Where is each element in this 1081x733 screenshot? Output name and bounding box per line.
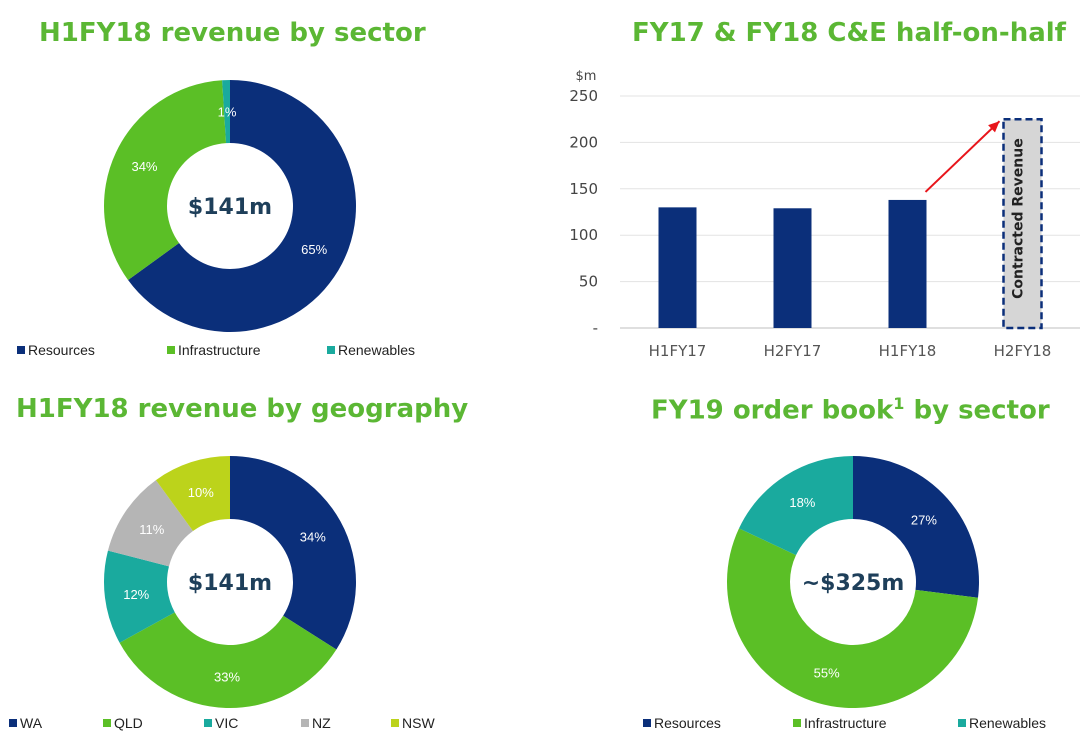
geography-legend-item-nz: NZ bbox=[301, 715, 331, 731]
geography-slice-label-vic: 12% bbox=[123, 587, 149, 602]
sector-slice-label-infrastructure: 34% bbox=[131, 159, 157, 174]
orderbook-legend-label-resources: Resources bbox=[654, 715, 721, 731]
geography-slice-vic bbox=[104, 550, 175, 643]
orderbook-center-label: ~$325m bbox=[802, 571, 905, 596]
halfonhalf-ytick-200: 200 bbox=[569, 133, 598, 151]
geography-slice-label-nsw: 10% bbox=[188, 485, 214, 500]
orderbook-legend-swatch-infrastructure bbox=[793, 719, 801, 727]
orderbook-title-suffix: by sector bbox=[904, 395, 1050, 426]
geography-donut-chart: 34% 33% 12% 11% 10% $141m bbox=[104, 456, 356, 708]
orderbook-title-main: FY19 order book bbox=[651, 395, 894, 426]
orderbook-donut-chart: 27% 55% 18% ~$325m bbox=[727, 456, 979, 708]
halfonhalf-y-unit-label: $m bbox=[576, 69, 597, 84]
orderbook-legend-item-renewables: Renewables bbox=[958, 715, 1046, 731]
geography-legend-label-wa: WA bbox=[20, 715, 43, 731]
sector-legend: Resources Infrastructure Renewables bbox=[17, 342, 437, 360]
geography-legend-swatch-nsw bbox=[391, 719, 399, 727]
halfonhalf-ytick-0: - bbox=[593, 319, 598, 337]
geography-slice-nsw bbox=[155, 456, 230, 532]
geography-center-label: $141m bbox=[188, 571, 272, 596]
geography-slice-label-wa: 34% bbox=[300, 529, 326, 544]
sector-center-label: $141m bbox=[188, 195, 272, 220]
geography-legend-item-qld: QLD bbox=[103, 715, 143, 731]
sector-donut-chart: 65% 34% 1% $141m bbox=[103, 80, 356, 332]
sector-legend-item-resources: Resources bbox=[17, 342, 95, 358]
sector-legend-item-infrastructure: Infrastructure bbox=[167, 342, 260, 358]
geography-chart-title: H1FY18 revenue by geography bbox=[16, 394, 469, 424]
halfonhalf-trend-arrow-head bbox=[988, 121, 1000, 133]
sector-legend-swatch-infrastructure bbox=[167, 346, 175, 354]
geography-legend-label-qld: QLD bbox=[114, 715, 143, 731]
sector-legend-item-renewables: Renewables bbox=[327, 342, 415, 358]
halfonhalf-bar-chart: - 50 100 150 200 250 $m Contracted Revenue H1FY1… bbox=[569, 69, 1080, 360]
orderbook-legend-label-renewables: Renewables bbox=[969, 715, 1047, 731]
halfonhalf-bar-h1fy17 bbox=[658, 207, 697, 328]
orderbook-legend-item-infrastructure: Infrastructure bbox=[793, 715, 886, 731]
halfonhalf-ytick-100: 100 bbox=[569, 226, 598, 244]
geography-slice-qld bbox=[119, 612, 337, 708]
geography-legend-item-vic: VIC bbox=[204, 715, 238, 731]
halfonhalf-ytick-250: 250 bbox=[569, 87, 598, 105]
orderbook-title-footnote: 1 bbox=[893, 394, 905, 413]
orderbook-legend-label-infrastructure: Infrastructure bbox=[804, 715, 887, 731]
orderbook-slice-resources bbox=[853, 456, 979, 598]
geography-legend-item-wa: WA bbox=[9, 715, 42, 731]
halfonhalf-bar-h2fy17 bbox=[773, 208, 812, 328]
halfonhalf-contracted-revenue-label: Contracted Revenue bbox=[1011, 138, 1027, 299]
sector-slice-resources bbox=[128, 80, 356, 332]
sector-legend-swatch-resources bbox=[17, 346, 25, 354]
sector-chart-title: H1FY18 revenue by sector bbox=[39, 18, 426, 48]
sector-slice-renewables bbox=[222, 80, 230, 144]
geography-legend-swatch-qld bbox=[103, 719, 111, 727]
halfonhalf-xtick-h1fy17: H1FY17 bbox=[649, 342, 707, 360]
geography-slice-label-qld: 33% bbox=[214, 669, 240, 684]
geography-legend: WA QLD VIC NZ NSW bbox=[9, 715, 449, 733]
sector-slice-label-renewables: 1% bbox=[218, 105, 237, 120]
geography-legend-label-nsw: NSW bbox=[402, 715, 435, 731]
orderbook-legend-swatch-renewables bbox=[958, 719, 966, 727]
geography-legend-item-nsw: NSW bbox=[391, 715, 435, 731]
geography-slice-nz bbox=[107, 480, 193, 567]
orderbook-legend-item-resources: Resources bbox=[643, 715, 721, 731]
halfonhalf-xtick-h1fy18: H1FY18 bbox=[879, 342, 937, 360]
sector-slice-label-resources: 65% bbox=[301, 242, 327, 257]
halfonhalf-xtick-h2fy18: H2FY18 bbox=[994, 342, 1052, 360]
halfonhalf-ytick-50: 50 bbox=[579, 273, 598, 291]
halfonhalf-trend-arrow-line bbox=[924, 120, 1001, 193]
geography-legend-swatch-nz bbox=[301, 719, 309, 727]
halfonhalf-bar-h1fy18 bbox=[888, 199, 927, 328]
geography-slice-wa bbox=[230, 456, 356, 650]
orderbook-legend: Resources Infrastructure Renewables bbox=[643, 715, 1073, 733]
orderbook-chart-title: FY19 order book1 by sector bbox=[651, 394, 1050, 426]
geography-legend-label-vic: VIC bbox=[215, 715, 239, 731]
sector-legend-swatch-renewables bbox=[327, 346, 335, 354]
orderbook-legend-swatch-resources bbox=[643, 719, 651, 727]
orderbook-slice-label-renewables: 18% bbox=[789, 495, 815, 510]
sector-slice-infrastructure bbox=[103, 80, 227, 281]
halfonhalf-xtick-h2fy17: H2FY17 bbox=[764, 342, 822, 360]
orderbook-slice-renewables bbox=[738, 456, 853, 556]
halfonhalf-chart-title: FY17 & FY18 C&E half-on-half bbox=[632, 18, 1066, 48]
geography-legend-swatch-vic bbox=[204, 719, 212, 727]
geography-legend-swatch-wa bbox=[9, 719, 17, 727]
orderbook-slice-label-infrastructure: 55% bbox=[814, 666, 840, 681]
sector-legend-label-infrastructure: Infrastructure bbox=[178, 342, 261, 358]
orderbook-slice-infrastructure bbox=[727, 528, 979, 708]
halfonhalf-contracted-revenue-box bbox=[1002, 117, 1043, 330]
sector-legend-label-resources: Resources bbox=[28, 342, 95, 358]
orderbook-slice-label-resources: 27% bbox=[911, 513, 937, 528]
halfonhalf-ytick-150: 150 bbox=[569, 180, 598, 198]
geography-legend-label-nz: NZ bbox=[312, 715, 331, 731]
sector-legend-label-renewables: Renewables bbox=[338, 342, 416, 358]
geography-slice-label-nz: 11% bbox=[139, 522, 164, 537]
